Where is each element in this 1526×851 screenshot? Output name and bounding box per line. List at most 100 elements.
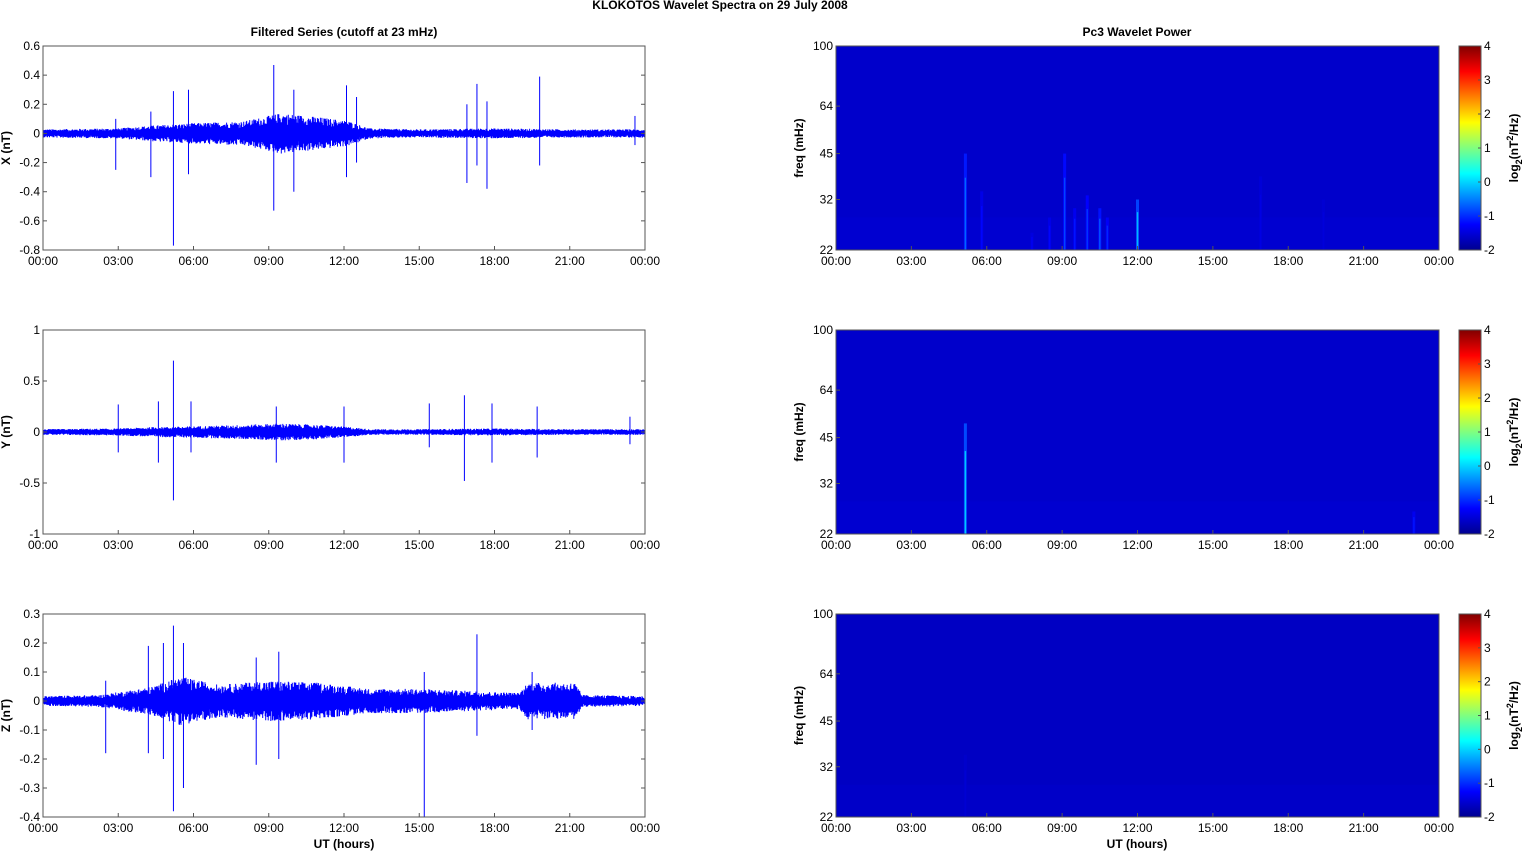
z-power-colorbar-tick-label: 1 (1484, 709, 1491, 723)
z-power-xtick-label: 12:00 (1122, 821, 1152, 835)
x-power-power-streak (1031, 237, 1033, 250)
y-series-ytick-label: 0.5 (23, 374, 40, 388)
x-power-colorbar-tick-label: -2 (1484, 243, 1495, 257)
x-power-power-streak (1099, 218, 1101, 250)
y-power-xtick-label: 12:00 (1122, 538, 1152, 552)
x-series-ytick-label: 0.6 (23, 39, 40, 53)
y-power-xtick-label: 03:00 (896, 538, 926, 552)
z-series-xtick-label: 15:00 (404, 821, 434, 835)
y-series-xtick-label: 00:00 (630, 538, 660, 552)
x-power-xtick-label: 15:00 (1198, 254, 1228, 268)
y-power-colorbar (1459, 330, 1481, 534)
y-power-power-background (836, 330, 1439, 534)
x-power-power-streak (1063, 177, 1066, 250)
x-power-xtick-label: 00:00 (821, 254, 851, 268)
x-power-power-streak (964, 177, 967, 250)
x-power-power-streak (1106, 225, 1109, 250)
x-series-plot-area (43, 46, 645, 250)
y-power-colorbar-tick-label: 2 (1484, 391, 1491, 405)
right-xlabel: UT (hours) (1107, 837, 1168, 851)
z-series-ytick-label: 0.3 (23, 607, 40, 621)
y-power-xtick-label: 00:00 (821, 538, 851, 552)
x-power-xtick-label: 21:00 (1349, 254, 1379, 268)
x-power-power-streak (981, 206, 983, 250)
figure-suptitle: KLOKOTOS Wavelet Spectra on 29 July 2008 (592, 0, 848, 12)
y-series-xtick-label: 15:00 (404, 538, 434, 552)
y-power-power-lowband (836, 501, 1439, 534)
x-series-xtick-label: 09:00 (254, 254, 284, 268)
x-series-xtick-label: 00:00 (28, 254, 58, 268)
y-power-xtick-label: 21:00 (1349, 538, 1379, 552)
z-series-ytick-label: 0.2 (23, 636, 40, 650)
z-power-xtick-label: 21:00 (1349, 821, 1379, 835)
z-series-xtick-label: 21:00 (555, 821, 585, 835)
x-power-colorbar-tick-label: -1 (1484, 209, 1495, 223)
x-series-xtick-label: 06:00 (178, 254, 208, 268)
y-power-power-streak (1413, 517, 1415, 534)
y-series-ytick-label: 1 (33, 323, 40, 337)
z-series-xtick-label: 09:00 (254, 821, 284, 835)
x-series-xtick-label: 12:00 (329, 254, 359, 268)
y-power-colorbar-tick-label: -1 (1484, 493, 1495, 507)
y-power-xtick-label: 00:00 (1424, 538, 1454, 552)
z-power-colorbar-tick-label: 2 (1484, 675, 1491, 689)
z-series-ylabel: Z (nT) (0, 699, 13, 732)
x-series-ytick-label: 0 (33, 126, 40, 140)
z-power-ytick-label: 22 (820, 810, 834, 824)
x-power-power-streak (1322, 212, 1325, 250)
x-power-colorbar-label: log2(nT2/Hz) (1505, 114, 1524, 183)
y-series-xtick-label: 12:00 (329, 538, 359, 552)
y-series-ylabel: Y (nT) (0, 415, 13, 449)
z-series-xtick-label: 18:00 (479, 821, 509, 835)
x-power-xtick-label: 12:00 (1122, 254, 1152, 268)
y-power-ytick-label: 45 (820, 431, 834, 445)
z-series-ytick-label: 0.1 (23, 665, 40, 679)
x-series-ytick-label: -0.4 (19, 185, 40, 199)
y-power-ytick-label: 64 (820, 383, 834, 397)
y-power-colorbar-tick-label: 1 (1484, 425, 1491, 439)
z-power-colorbar-label: log2(nT2/Hz) (1505, 681, 1524, 750)
y-series-ytick-label: 0 (33, 425, 40, 439)
x-power-power-streak (1086, 209, 1088, 250)
x-power-colorbar-tick-label: 0 (1484, 175, 1491, 189)
z-series-ytick-label: -0.2 (19, 752, 40, 766)
z-power-ytick-label: 100 (813, 607, 833, 621)
z-power-xtick-label: 03:00 (896, 821, 926, 835)
left-column-title: Filtered Series (cutoff at 23 mHz) (251, 25, 438, 39)
x-series-xtick-label: 15:00 (404, 254, 434, 268)
z-series-xtick-label: 03:00 (103, 821, 133, 835)
y-power-ytick-label: 100 (813, 323, 833, 337)
z-power-power-lowband (836, 784, 1439, 817)
z-power-power-streak (964, 770, 967, 817)
x-power-power-streak (1073, 218, 1076, 250)
x-series-xtick-label: 03:00 (103, 254, 133, 268)
y-power-xtick-label: 09:00 (1047, 538, 1077, 552)
x-power-colorbar-tick-label: 2 (1484, 107, 1491, 121)
y-power-colorbar-label: log2(nT2/Hz) (1505, 398, 1524, 467)
y-series-xtick-label: 00:00 (28, 538, 58, 552)
right-column-title: Pc3 Wavelet Power (1083, 25, 1192, 39)
y-power-ytick-label: 32 (820, 477, 834, 491)
z-power-xtick-label: 06:00 (972, 821, 1002, 835)
z-power-xtick-label: 09:00 (1047, 821, 1077, 835)
x-series-ylabel: X (nT) (0, 131, 13, 165)
y-series-xtick-label: 21:00 (555, 538, 585, 552)
y-series-ytick-label: -1 (29, 527, 40, 541)
z-power-colorbar-tick-label: 4 (1484, 607, 1491, 621)
x-power-ylabel: freq (mHz) (792, 118, 806, 177)
y-power-ytick-label: 22 (820, 527, 834, 541)
y-power-ylabel: freq (mHz) (792, 402, 806, 461)
z-power-colorbar (1459, 614, 1481, 817)
x-power-xtick-label: 09:00 (1047, 254, 1077, 268)
z-power-xtick-label: 15:00 (1198, 821, 1228, 835)
z-series-panel: -0.4 -0.3 -0.2 -0.1 0 0.1 0.2 0.3 00:00 03:00 06:0… (0, 607, 660, 835)
x-series-ytick-label: -0.2 (19, 156, 40, 170)
y-power-colorbar-tick-label: -2 (1484, 527, 1495, 541)
x-power-colorbar (1459, 46, 1481, 250)
z-power-colorbar-tick-label: 3 (1484, 641, 1491, 655)
x-series-ytick-label: 0.2 (23, 97, 40, 111)
